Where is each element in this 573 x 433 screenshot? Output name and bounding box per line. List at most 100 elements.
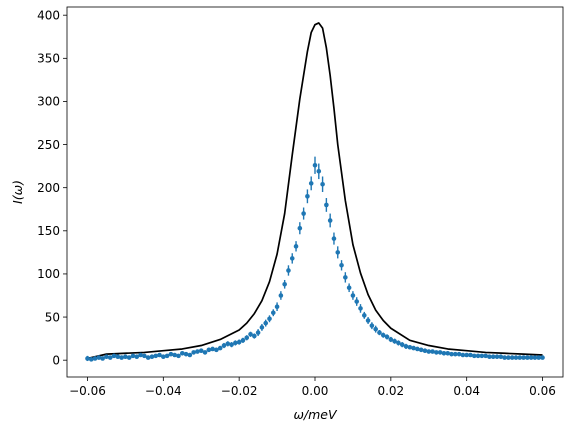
data-point (187, 352, 193, 358)
data-point (274, 304, 280, 310)
data-point (335, 250, 341, 255)
data-point (312, 162, 318, 168)
data-point (388, 337, 394, 342)
data-layer (85, 156, 545, 362)
plot-area (67, 7, 563, 377)
x-tick-label: 0.04 (453, 384, 480, 398)
data-point (407, 344, 413, 350)
y-tick-label: 150 (37, 224, 60, 238)
data-point (115, 354, 121, 360)
data-point (525, 355, 530, 360)
data-point (506, 355, 511, 360)
data-point (96, 355, 102, 360)
data-point (426, 349, 432, 354)
data-point (392, 338, 397, 344)
model-curve (87, 22, 543, 360)
data-point (229, 342, 234, 347)
data-point (422, 348, 428, 353)
data-point (267, 316, 272, 322)
data-point (286, 268, 291, 273)
data-point (214, 347, 219, 353)
data-point (380, 332, 386, 338)
data-point (278, 293, 284, 298)
data-point (153, 353, 159, 359)
data-point (305, 194, 310, 199)
x-tick-label: −0.02 (221, 384, 258, 398)
data-point (168, 351, 174, 357)
data-point (354, 299, 360, 304)
data-point (149, 354, 155, 360)
data-point (365, 318, 371, 323)
data-point (327, 218, 333, 223)
data-point (399, 342, 405, 347)
data-point (217, 345, 223, 351)
data-point (236, 339, 242, 345)
data-point (130, 353, 136, 359)
data-point (88, 357, 94, 362)
data-point (255, 330, 261, 335)
data-point (384, 334, 390, 340)
data-point (502, 355, 507, 360)
x-tick-label: 0.02 (377, 384, 404, 398)
data-point (434, 350, 439, 355)
data-point (92, 356, 98, 361)
data-point (540, 355, 545, 360)
y-tick-label: 50 (45, 310, 60, 324)
data-point (210, 346, 215, 352)
y-tick-label: 350 (37, 52, 60, 66)
data-point (445, 350, 451, 356)
data-point (339, 263, 344, 268)
data-point (134, 354, 140, 360)
x-tick-label: −0.04 (145, 384, 182, 398)
data-point (233, 340, 238, 346)
data-point (521, 355, 526, 360)
x-tick-label: 0.00 (302, 384, 329, 398)
data-point (191, 350, 196, 355)
data-point (289, 256, 295, 261)
x-tick-label: −0.06 (69, 384, 106, 398)
data-point (536, 355, 542, 360)
data-point (164, 353, 170, 359)
data-point (142, 353, 147, 359)
data-point (259, 325, 265, 330)
data-point (411, 345, 416, 351)
data-point (161, 354, 166, 360)
data-point (490, 354, 496, 360)
data-point (179, 350, 185, 356)
y-tick-label: 200 (37, 181, 60, 195)
data-point (460, 352, 466, 358)
data-point (324, 202, 329, 208)
data-point (350, 293, 356, 298)
data-point (107, 355, 113, 360)
data-point (301, 211, 306, 216)
data-point (513, 355, 519, 360)
data-point (403, 344, 409, 349)
data-point (532, 355, 538, 360)
model-layer (87, 22, 543, 360)
data-point (415, 346, 420, 352)
data-point (145, 355, 151, 360)
data-point (464, 352, 469, 358)
data-point (449, 351, 454, 357)
data-point (346, 285, 352, 291)
y-tick-label: 100 (37, 267, 60, 281)
data-point (487, 354, 492, 360)
data-point (248, 332, 253, 337)
data-point (198, 348, 204, 353)
data-point (157, 352, 162, 358)
data-point (263, 320, 269, 326)
data-point (517, 355, 523, 360)
data-point (456, 351, 462, 357)
data-point (221, 343, 227, 348)
data-point (396, 340, 401, 346)
data-point (331, 236, 337, 241)
data-point (343, 275, 348, 280)
data-point (494, 354, 500, 360)
data-point (377, 330, 382, 335)
data-point (373, 326, 378, 332)
data-point (468, 352, 473, 358)
data-point (453, 351, 458, 357)
data-point (418, 347, 424, 353)
y-tick-label: 250 (37, 138, 60, 152)
